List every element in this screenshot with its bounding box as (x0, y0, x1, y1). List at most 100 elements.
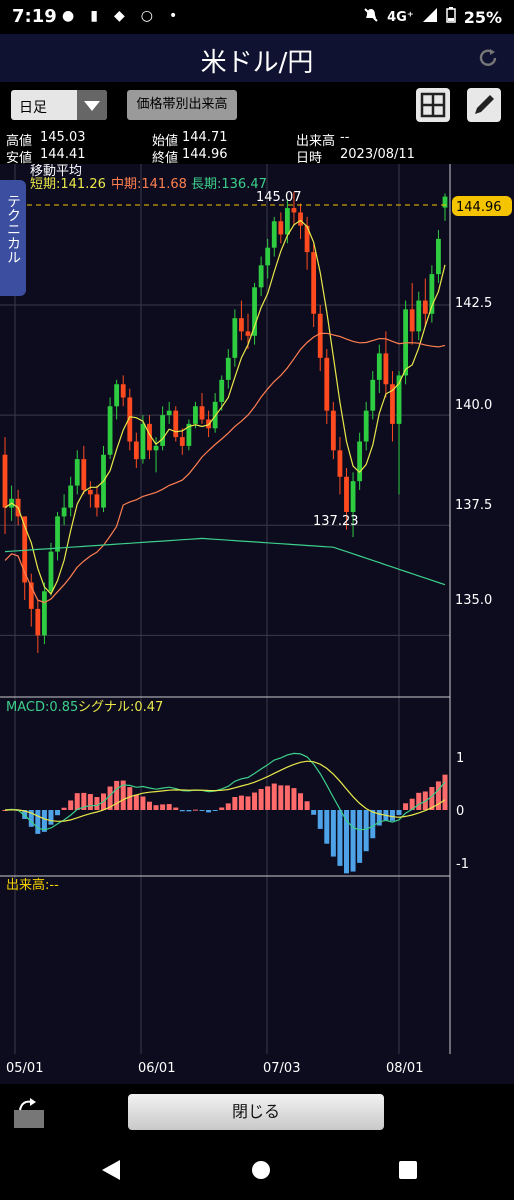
x-tick: 06/01 (138, 1061, 175, 1076)
macd-histogram-bar (2, 810, 8, 811)
refresh-icon[interactable] (476, 46, 500, 70)
macd-histogram-bar (192, 809, 198, 811)
chart-toolbar: 日足 価格帯別出来高 (0, 82, 514, 128)
candle-body (258, 265, 264, 288)
candle-body (350, 481, 356, 512)
candle-body (416, 300, 422, 332)
signal-label: シグナル:0.47 (78, 700, 163, 715)
candle-body (232, 318, 238, 358)
macd-histogram-bar (324, 810, 330, 844)
volume-profile-button[interactable]: 価格帯別出来高 (127, 90, 237, 120)
candle-body (245, 331, 251, 336)
low-annotation: 137.23 (313, 514, 359, 529)
macd-histogram-bar (186, 810, 192, 812)
technical-tab[interactable]: テクニカル (0, 180, 26, 296)
candle-body (193, 406, 198, 424)
candle-body (284, 208, 290, 235)
macd-histogram-bar (153, 805, 159, 810)
macd-histogram-bar (278, 785, 284, 810)
open-value: 144.71 (182, 130, 228, 145)
recents-icon[interactable] (398, 1160, 418, 1180)
candle-body (344, 476, 349, 512)
price-tick: 142.5 (455, 296, 492, 311)
macd-tick: 0 (456, 804, 464, 819)
volume-value: -- (340, 130, 350, 145)
macd-histogram-bar (35, 810, 41, 834)
candle-body (357, 441, 363, 482)
high-label: 高値 (6, 134, 33, 149)
macd-histogram-bar (258, 788, 264, 810)
back-icon[interactable] (100, 1158, 122, 1182)
candle-body (147, 423, 152, 451)
macd-histogram-bar (55, 810, 61, 816)
candle-body (35, 608, 41, 636)
macd-histogram-bar (271, 783, 277, 810)
candle-body (271, 221, 277, 248)
macd-histogram-bar (252, 792, 258, 810)
mute-icon (363, 7, 379, 27)
candle-body (186, 423, 192, 446)
ma-title: 移動平均 (30, 164, 82, 179)
chart-area[interactable]: 移動平均 短期:141.26 中期:141.68 長期:136.47 142.5… (0, 164, 514, 1084)
candle-body (396, 375, 402, 424)
candle-body (265, 247, 271, 266)
system-nav-bar (0, 1140, 514, 1200)
signal-icon (422, 7, 438, 27)
macd-histogram-bar (238, 795, 244, 810)
dot-icon: • (168, 8, 178, 24)
quote-info: 高値 145.03 始値 144.71 出来高 -- 安値 144.41 終値 … (0, 128, 514, 166)
macd-histogram-bar (81, 792, 87, 810)
macd-histogram-bar (343, 810, 349, 874)
macd-histogram-bar (212, 810, 218, 811)
x-tick: 08/01 (386, 1061, 423, 1076)
candle-body (2, 454, 8, 508)
candle-body (22, 516, 28, 583)
candle-body (81, 459, 87, 490)
notification-icon: ● (62, 8, 75, 24)
candle-body (133, 441, 139, 460)
battery-icon (445, 7, 456, 27)
candlestick-chart[interactable]: 移動平均 短期:141.26 中期:141.68 長期:136.47 142.5… (0, 164, 514, 1084)
candle-body (239, 318, 244, 332)
draw-button[interactable] (467, 88, 501, 122)
macd-histogram-bar (429, 787, 435, 810)
period-select[interactable]: 日足 (11, 90, 107, 120)
macd-histogram-bar (219, 807, 225, 810)
date-value: 2023/08/11 (340, 147, 415, 162)
macd-histogram-bar (370, 810, 376, 839)
sim-icon: ▮ (90, 8, 98, 24)
macd-histogram-bar (396, 810, 402, 815)
box-icon: ◆ (113, 8, 125, 24)
macd-histogram-bar (376, 810, 382, 826)
candle-body (311, 252, 317, 314)
macd-histogram-bar (350, 810, 356, 872)
candle-body (42, 591, 47, 636)
price-tick: 140.0 (455, 398, 492, 413)
macd-histogram-bar (179, 810, 185, 812)
candle-body (61, 507, 67, 517)
home-icon[interactable] (251, 1160, 271, 1180)
candle-body (383, 353, 389, 385)
period-value: 日足 (19, 100, 47, 116)
candle-body (330, 410, 336, 451)
close-button[interactable]: 閉じる (128, 1094, 384, 1130)
macd-histogram-bar (87, 794, 93, 810)
candle-body (436, 238, 441, 275)
candle-body (120, 384, 126, 398)
page-title: 米ドル/円 (200, 48, 314, 78)
macd-histogram-bar (166, 804, 172, 810)
fullscreen-toggle-icon[interactable] (12, 1096, 46, 1130)
macd-histogram-bar (409, 798, 415, 810)
technical-tab-label: テクニカル (5, 194, 21, 264)
candle-body (68, 485, 74, 508)
low-label: 安値 (6, 151, 33, 166)
macd-histogram-bar (140, 796, 146, 810)
signal-line (4, 760, 446, 822)
candle-body (127, 397, 133, 442)
candle-body (114, 384, 120, 407)
price-tick: 135.0 (455, 593, 492, 608)
layout-grid-button[interactable] (416, 88, 450, 122)
macd-tick: -1 (456, 857, 469, 872)
battery-percent: 25% (463, 7, 502, 27)
volume-label: 出来高 (296, 134, 336, 149)
